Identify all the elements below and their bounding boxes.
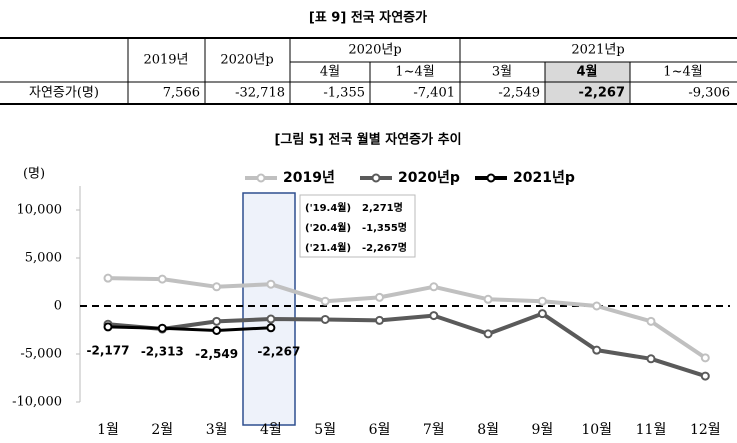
y-tick-label: 5,000 bbox=[25, 251, 62, 266]
highlight-cell bbox=[545, 62, 630, 104]
y-tick-label: 0 bbox=[54, 299, 62, 314]
table-cell: -2,549 bbox=[498, 86, 540, 101]
data-point bbox=[212, 325, 222, 335]
x-tick-label: 3월 bbox=[206, 422, 228, 438]
annotation: ('20.4월) bbox=[305, 222, 351, 234]
series-line bbox=[107, 325, 271, 332]
table-title: [표 9] 전국 자연증가 bbox=[309, 10, 427, 26]
table-cell: -2,267 bbox=[578, 86, 625, 101]
data-point bbox=[700, 371, 710, 381]
data-point bbox=[537, 309, 547, 319]
data-point bbox=[266, 314, 276, 324]
data-label: -2,177 bbox=[87, 343, 130, 357]
data-point bbox=[212, 282, 222, 292]
data-point bbox=[266, 279, 276, 289]
data-point bbox=[700, 353, 710, 363]
table-cell: -32,718 bbox=[235, 86, 285, 101]
table-cell: -7,401 bbox=[413, 86, 455, 101]
annotation: -1,355명 bbox=[362, 221, 407, 234]
data-label: -2,313 bbox=[141, 345, 184, 359]
data-point bbox=[483, 329, 493, 339]
table-cell: 7,566 bbox=[163, 86, 200, 101]
table-header: 2019년 bbox=[143, 53, 188, 68]
annotation-box bbox=[299, 194, 416, 258]
data-point bbox=[157, 323, 167, 333]
x-tick-label: 2월 bbox=[151, 422, 173, 438]
data-point bbox=[537, 296, 547, 306]
table-header: 2020년p bbox=[348, 43, 401, 58]
data-point bbox=[592, 301, 602, 311]
data-point bbox=[483, 294, 493, 304]
legend-label: 2020년p bbox=[398, 170, 460, 186]
legend-label: 2019년 bbox=[283, 170, 335, 186]
data-point bbox=[375, 315, 384, 325]
table-cell: -9,306 bbox=[688, 86, 730, 101]
data-point bbox=[429, 311, 439, 321]
table-header: 3월 bbox=[492, 65, 512, 80]
table-header: 2021년p bbox=[571, 43, 624, 58]
annotation: ('19.4월) bbox=[305, 202, 351, 214]
data-point bbox=[157, 274, 167, 284]
data-point bbox=[212, 316, 222, 326]
legend-marker bbox=[256, 173, 266, 183]
x-tick-label: 6월 bbox=[369, 422, 391, 438]
x-tick-label: 9월 bbox=[532, 422, 554, 438]
table-header: 1~4월 bbox=[663, 65, 702, 80]
table-header: 4월 bbox=[320, 65, 340, 80]
table-header: 2020년p bbox=[220, 53, 273, 68]
annotation: 2,271명 bbox=[362, 201, 403, 214]
data-point bbox=[592, 345, 602, 355]
legend-label: 2021년p bbox=[513, 170, 575, 186]
legend-marker bbox=[486, 173, 496, 183]
y-unit: (명) bbox=[23, 167, 45, 182]
x-tick-label: 11월 bbox=[636, 422, 667, 438]
data-point bbox=[103, 322, 113, 332]
x-tick-label: 5월 bbox=[314, 422, 336, 438]
data-point bbox=[646, 316, 656, 326]
data-point bbox=[320, 314, 330, 324]
data-point bbox=[266, 323, 276, 333]
data-point bbox=[103, 273, 113, 283]
data-label: -2,267 bbox=[257, 344, 300, 358]
data-point bbox=[646, 354, 656, 364]
data-point bbox=[375, 292, 384, 302]
data-point bbox=[429, 282, 439, 292]
x-tick-label: 7월 bbox=[423, 422, 445, 438]
x-tick-label: 1월 bbox=[97, 422, 119, 438]
x-tick-label: 8월 bbox=[477, 422, 499, 438]
annotation: -2,267명 bbox=[362, 241, 407, 254]
series-line bbox=[107, 311, 706, 378]
data-label: -2,549 bbox=[195, 347, 238, 361]
y-tick-label: -10,000 bbox=[12, 395, 62, 410]
table-header: 4월 bbox=[576, 64, 597, 80]
series-line bbox=[107, 276, 707, 360]
y-tick-label: -5,000 bbox=[20, 347, 62, 362]
x-tick-label: 4월 bbox=[260, 422, 282, 438]
x-tick-label: 12월 bbox=[690, 422, 721, 438]
table-row-label: 자연증가(명) bbox=[29, 86, 99, 101]
data-point bbox=[320, 296, 330, 306]
chart-title: [그림 5] 전국 월별 자연증가 추이 bbox=[274, 132, 461, 148]
y-tick-label: 10,000 bbox=[17, 203, 63, 218]
x-tick-label: 10월 bbox=[581, 422, 612, 438]
table-header: 1~4월 bbox=[395, 65, 434, 80]
legend-marker bbox=[371, 173, 381, 183]
highlight-box bbox=[242, 192, 296, 426]
table-cell: -1,355 bbox=[323, 86, 365, 101]
annotation: ('21.4월) bbox=[305, 242, 351, 254]
